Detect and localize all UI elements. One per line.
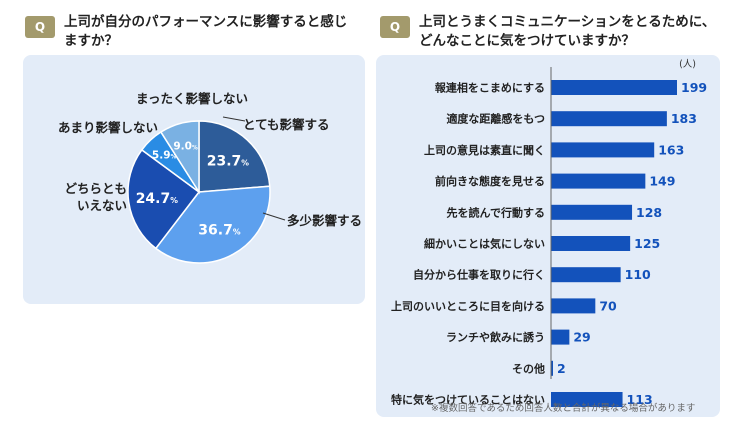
pie-leader-line: [222, 116, 246, 122]
bar-category-label: 上司のいいところに目を向ける: [391, 299, 545, 313]
bar-category-label: 上司の意見は素直に聞く: [424, 143, 545, 157]
bar-value-label: 29: [573, 330, 590, 345]
bar: [551, 267, 621, 283]
pie-category-label: あまり影響しない: [58, 120, 158, 135]
pie-panel: 23.7% とても影響する 36.7% 多少影響する 24.7% どちらともいえない 5.9…: [23, 55, 365, 304]
bar: [551, 329, 570, 345]
bar-value-label: 128: [636, 205, 662, 220]
pie-category-label: とても影響する: [243, 117, 330, 132]
left-question-badge: Q: [25, 16, 55, 38]
bar-value-label: 163: [658, 142, 684, 157]
pie-slice: [127, 148, 201, 250]
pie-value-label: 5.9%: [152, 149, 177, 161]
pie-leader-line: [262, 212, 286, 221]
bar: [551, 236, 631, 251]
pie-slice: [154, 185, 271, 264]
pie-slice: [159, 120, 200, 195]
bar: [551, 392, 623, 407]
bar-category-label: 報連相をこまめにする: [435, 81, 545, 95]
pie-slice: [198, 120, 271, 193]
bar-category-label: 特に気をつけていることはない: [391, 393, 545, 407]
right-title-line1: 上司とうまくコミュニケーションをとるために、: [419, 14, 716, 30]
bar-value-label: 183: [671, 111, 697, 126]
bar-value-label: 199: [681, 80, 707, 95]
left-title-line1: 上司が自分のパフォーマンスに影響すると感じ: [64, 14, 348, 30]
pie-value-unit: %: [192, 145, 198, 151]
bar-panel: (人) 報連相をこまめにする 199 適度な距離感をもつ 183 上司の意見は素直に聞く 1…: [376, 55, 720, 417]
bar-value-label: 70: [599, 298, 617, 313]
bar-value-label: 149: [649, 174, 675, 189]
pie-value-label: 24.7%: [136, 191, 179, 207]
bar: [551, 204, 633, 220]
pie-value-unit: %: [233, 227, 241, 236]
bar: [551, 142, 655, 158]
bar: [551, 173, 646, 189]
right-question-badge: Q: [380, 16, 410, 38]
left-title-line2: ますか？: [64, 33, 118, 49]
bar-chart: (人) 報連相をこまめにする 199 適度な距離感をもつ 183 上司の意見は素直に聞く 1…: [391, 59, 707, 407]
pie-value-label: 36.7%: [198, 222, 241, 238]
pie-value-label: 23.7%: [207, 154, 250, 170]
pie-value-label: 9.0%: [173, 140, 198, 152]
footnote: ※複数回答であるため回答人数と合計が異なる場合があります: [431, 403, 696, 414]
bar: [551, 111, 667, 127]
bar-value-label: 113: [627, 392, 653, 407]
bar-category-label: 先を読んで行動する: [447, 205, 545, 219]
pie-value-unit: %: [171, 154, 177, 160]
bar-category-label: 適度な距離感をもつ: [446, 112, 545, 126]
bar-value-label: 125: [634, 236, 660, 251]
bar-category-label: 自分から仕事を取りに行く: [413, 268, 545, 282]
bar: [551, 360, 553, 376]
left-question-title: 上司が自分のパフォーマンスに影響すると感じ ますか？: [64, 13, 347, 51]
bar-category-label: 前向きな態度を見せる: [435, 174, 545, 188]
pie-category-label: まったく影響しない: [136, 91, 248, 106]
right-question-title: 上司とうまくコミュニケーションをとるために、 どんなことに気をつけていますか？: [419, 13, 715, 51]
bar-category-label: その他: [512, 361, 545, 375]
right-title-line2: どんなことに気をつけていますか？: [419, 33, 635, 49]
bar-value-label: 2: [557, 361, 566, 376]
bar: [551, 80, 677, 95]
pie-chart: 23.7% とても影響する 36.7% 多少影響する 24.7% どちらともいえない 5.9…: [58, 91, 362, 264]
pie-category-label: 多少影響する: [287, 213, 362, 228]
bar-value-label: 110: [625, 267, 651, 282]
pie-category-label: どちらともいえない: [64, 181, 127, 213]
pie-value-unit: %: [241, 159, 249, 168]
bar-category-label: ランチや飲みに誘う: [446, 330, 545, 344]
bar-category-label: 細かいことは気にしない: [424, 237, 545, 251]
bar: [551, 298, 596, 314]
bar-unit-label: (人): [679, 59, 696, 70]
pie-value-unit: %: [170, 196, 178, 205]
